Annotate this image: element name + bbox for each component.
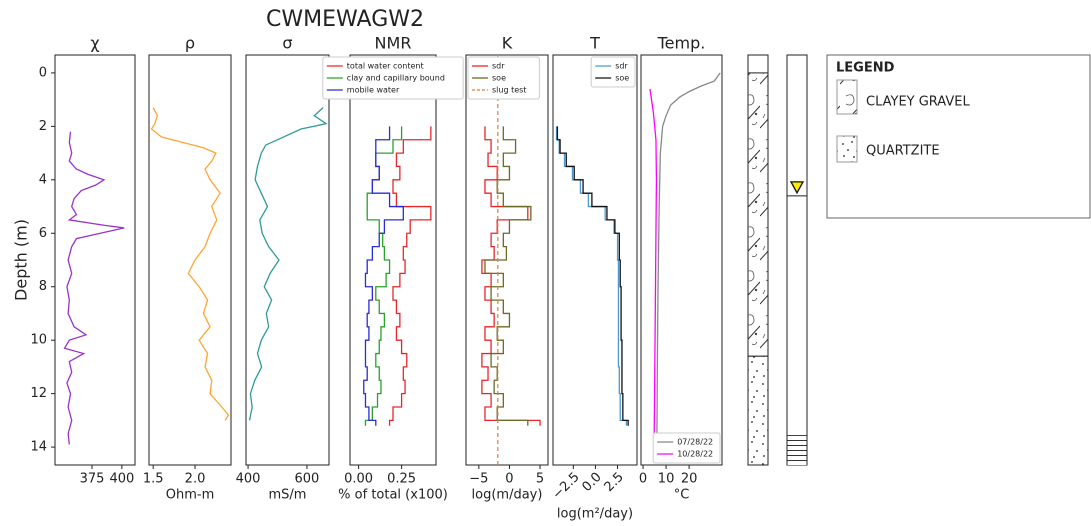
panel-title: χ bbox=[90, 34, 99, 53]
y-tick-label: 2 bbox=[39, 119, 47, 134]
legend-frame bbox=[590, 56, 636, 88]
x-axis-label: % of total (x100) bbox=[338, 488, 448, 503]
data-line bbox=[363, 126, 404, 426]
panel-title: ρ bbox=[185, 34, 195, 53]
well-screen bbox=[787, 435, 807, 465]
panel-title: σ bbox=[282, 34, 292, 53]
legend-frame bbox=[322, 56, 464, 100]
lithology-layer bbox=[747, 72, 769, 357]
legend-label: soe bbox=[492, 74, 506, 83]
panel-frame bbox=[552, 54, 638, 466]
legend-label: sdr bbox=[615, 62, 628, 71]
x-tick-label: 0.00 bbox=[344, 472, 373, 487]
x-tick-label: 1.5 bbox=[143, 472, 164, 487]
panel-title: T bbox=[589, 34, 600, 53]
water-level-marker bbox=[789, 181, 805, 195]
data-line bbox=[150, 107, 230, 421]
y-axis-label: Depth (m) bbox=[12, 219, 31, 301]
x-axis-label: °C bbox=[674, 488, 690, 503]
legend-frame bbox=[467, 56, 540, 100]
figure-title: CWMEWAGW2 bbox=[266, 7, 424, 32]
x-tick-label: 600 bbox=[295, 472, 320, 487]
y-tick-label: 12 bbox=[30, 386, 47, 401]
x-tick-label: 375 bbox=[80, 472, 105, 487]
y-tick-label: 10 bbox=[30, 333, 47, 348]
x-tick-label: 20 bbox=[681, 472, 698, 487]
legend-label: 10/28/22 bbox=[677, 450, 713, 459]
panel-title: Temp. bbox=[657, 34, 706, 53]
data-line bbox=[388, 126, 432, 426]
panel-title: K bbox=[502, 34, 513, 53]
x-tick-label: 2.0 bbox=[185, 472, 206, 487]
data-line bbox=[656, 72, 721, 442]
x-axis-label: log(m/day) bbox=[472, 488, 543, 503]
legend-label: CLAYEY GRAVEL bbox=[866, 95, 970, 110]
data-line bbox=[364, 126, 403, 426]
data-line bbox=[248, 107, 328, 421]
legend-label: mobile water bbox=[347, 86, 400, 95]
data-line bbox=[649, 88, 658, 442]
x-tick-label: 0 bbox=[639, 472, 647, 487]
legend-icon bbox=[836, 79, 858, 115]
x-tick-label: 2.5 bbox=[602, 470, 627, 495]
x-axis-label: Ohm-m bbox=[166, 488, 215, 503]
legend-label: total water content bbox=[347, 62, 424, 71]
y-tick-label: 4 bbox=[39, 172, 47, 187]
x-tick-label: 400 bbox=[109, 472, 134, 487]
y-tick-label: 0 bbox=[39, 65, 47, 80]
legend-frame bbox=[652, 432, 721, 464]
data-line bbox=[484, 126, 532, 426]
data-line bbox=[481, 126, 541, 426]
x-tick-label: 0 bbox=[505, 472, 513, 487]
x-tick-label: 0.0 bbox=[580, 470, 605, 495]
panel-frame bbox=[640, 54, 723, 466]
panel-frame bbox=[148, 54, 232, 466]
legend-title: LEGEND bbox=[836, 61, 895, 76]
legend-label: slug test bbox=[492, 86, 526, 95]
data-line bbox=[63, 131, 125, 445]
data-line bbox=[556, 126, 629, 426]
x-tick-label: −2.5 bbox=[550, 470, 583, 503]
legend-label: soe bbox=[615, 74, 629, 83]
lithology-layer bbox=[747, 355, 769, 466]
panel-frame bbox=[54, 54, 136, 466]
x-axis-label: log(m²/day) bbox=[557, 507, 633, 522]
panel-title: NMR bbox=[375, 34, 412, 53]
y-tick-label: 8 bbox=[39, 279, 47, 294]
well-frame bbox=[786, 54, 808, 466]
panel-frame bbox=[465, 54, 549, 466]
legend-icon bbox=[836, 135, 858, 163]
panel-frame bbox=[349, 54, 437, 466]
legend-box bbox=[826, 54, 1091, 219]
legend-label: QUARTZITE bbox=[866, 144, 940, 159]
x-tick-label: 5 bbox=[536, 472, 544, 487]
y-tick-label: 14 bbox=[30, 440, 47, 455]
legend-label: clay and capillary bound bbox=[347, 74, 445, 83]
legend-label: sdr bbox=[492, 62, 505, 71]
x-tick-label: 0.25 bbox=[387, 472, 416, 487]
y-tick-label: 6 bbox=[39, 226, 47, 241]
panel-frame bbox=[245, 54, 330, 466]
data-line bbox=[555, 126, 628, 426]
x-tick-label: −5 bbox=[469, 472, 488, 487]
x-axis-label: mS/m bbox=[269, 488, 307, 503]
x-tick-label: 10 bbox=[658, 472, 675, 487]
legend-label: 07/28/22 bbox=[677, 438, 713, 447]
x-tick-label: 400 bbox=[236, 472, 261, 487]
